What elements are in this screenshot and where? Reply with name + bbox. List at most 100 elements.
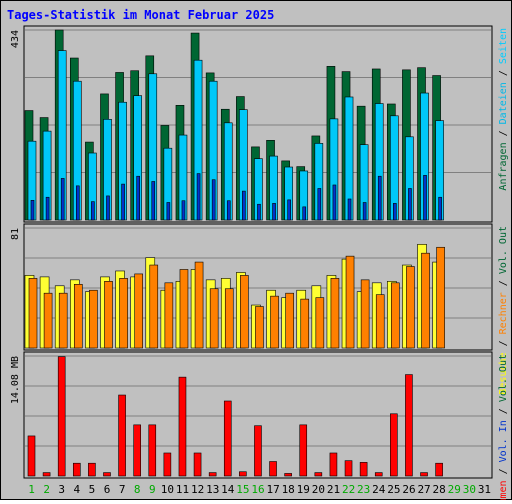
bottom-legend-label: Volumen / Vol. In / Vol. Out bbox=[498, 354, 509, 500]
bottom-bar-volumen-day-23 bbox=[359, 462, 368, 477]
bottom-bar-volumen-day-22 bbox=[344, 460, 353, 477]
middle-bar-rechner-day-18 bbox=[285, 292, 294, 349]
bottom-legend-part: / bbox=[498, 462, 509, 480]
day-label-30: 30 bbox=[463, 483, 476, 496]
bottom-bar-volumen-day-8 bbox=[133, 424, 141, 477]
day-label-5: 5 bbox=[89, 483, 96, 496]
day-label-24: 24 bbox=[372, 483, 386, 496]
bottom-bar-volumen-day-21 bbox=[329, 452, 338, 477]
bottom-legend-part: Vol. In bbox=[498, 420, 509, 462]
top-bar-seiten-day-15 bbox=[242, 190, 246, 221]
middle-bar-rechner-day-13 bbox=[209, 288, 219, 349]
middle-bar-rechner-day-14 bbox=[224, 288, 234, 349]
bottom-bar-volumen-day-1 bbox=[27, 435, 36, 477]
day-label-21: 21 bbox=[327, 483, 340, 496]
top-bar-seiten-day-28 bbox=[438, 196, 442, 221]
day-label-27: 27 bbox=[417, 483, 430, 496]
bottom-bar-volumen-day-5 bbox=[88, 462, 96, 477]
bottom-bar-volumen-day-26 bbox=[405, 374, 413, 477]
day-label-3: 3 bbox=[58, 483, 65, 496]
top-bar-seiten-day-22 bbox=[347, 198, 352, 221]
middle-bar-rechner-day-3 bbox=[58, 292, 68, 349]
bottom-bar-volumen-day-25 bbox=[390, 413, 398, 477]
top-bar-seiten-day-12 bbox=[196, 173, 201, 221]
middle-legend-part: Vol. Out bbox=[498, 226, 509, 274]
day-label-13: 13 bbox=[206, 483, 219, 496]
bottom-bar-volumen-day-16 bbox=[254, 425, 262, 477]
middle-bar-rechner-day-17 bbox=[270, 295, 279, 349]
top-bar-seiten-day-23 bbox=[362, 202, 367, 221]
bottom-ymax-label: 14.08 MB bbox=[10, 356, 21, 404]
day-label-10: 10 bbox=[161, 483, 174, 496]
top-legend-label: Anfragen / Dateien / Seiten bbox=[498, 28, 509, 191]
bottom-bar-volumen-day-4 bbox=[72, 462, 81, 477]
day-label-17: 17 bbox=[266, 483, 279, 496]
bottom-bar-volumen-day-18 bbox=[284, 473, 292, 477]
top-bar-seiten-day-4 bbox=[75, 185, 80, 221]
top-bar-seiten-day-3 bbox=[60, 178, 65, 221]
bottom-panel-frame bbox=[23, 351, 493, 479]
top-bar-seiten-day-9 bbox=[151, 181, 156, 221]
top-bar-seiten-day-2 bbox=[45, 196, 50, 221]
day-label-18: 18 bbox=[282, 483, 295, 496]
top-bar-seiten-day-10 bbox=[166, 202, 171, 221]
middle-bar-rechner-day-20 bbox=[315, 297, 325, 349]
bottom-bar-volumen-day-20 bbox=[314, 472, 323, 477]
day-label-20: 20 bbox=[312, 483, 325, 496]
bottom-bar-volumen-day-2 bbox=[42, 472, 51, 477]
bottom-bar-volumen-day-24 bbox=[374, 472, 383, 477]
bottom-bar-volumen-day-10 bbox=[163, 452, 172, 477]
top-bar-seiten-day-11 bbox=[181, 200, 186, 221]
day-label-19: 19 bbox=[297, 483, 310, 496]
day-label-11: 11 bbox=[176, 483, 189, 496]
bottom-bar-volumen-day-12 bbox=[193, 452, 202, 477]
bottom-bar-volumen-day-28 bbox=[435, 462, 443, 477]
top-bar-seiten-day-1 bbox=[30, 199, 35, 221]
day-label-8: 8 bbox=[134, 483, 141, 496]
middle-bar-rechner-day-7 bbox=[119, 278, 128, 349]
top-bar-seiten-day-21 bbox=[332, 184, 337, 221]
top-bar-seiten-day-24 bbox=[377, 175, 382, 221]
middle-bar-rechner-day-9 bbox=[149, 264, 159, 349]
bottom-bar-volumen-day-17 bbox=[269, 461, 277, 477]
top-legend-part: / bbox=[498, 124, 509, 142]
middle-bar-rechner-day-10 bbox=[164, 282, 174, 349]
day-label-2: 2 bbox=[43, 483, 50, 496]
bottom-bar-volumen-day-15 bbox=[239, 471, 247, 477]
day-label-23: 23 bbox=[357, 483, 370, 496]
middle-panel: 81 Besuche / Rechner / Vol. Out bbox=[10, 223, 509, 395]
top-bar-seiten-day-7 bbox=[121, 183, 125, 221]
bottom-bar-volumen-day-6 bbox=[103, 472, 111, 477]
bottom-bar-volumen-day-27 bbox=[420, 472, 428, 477]
middle-bar-rechner-day-23 bbox=[360, 279, 370, 349]
top-bar-seiten-day-27 bbox=[423, 175, 427, 221]
bottom-bar-volumen-day-3 bbox=[57, 356, 66, 477]
middle-legend-label: Besuche / Rechner / Vol. Out bbox=[498, 226, 509, 395]
chart-title: Tages-Statistik im Monat Februar 2025 bbox=[7, 8, 274, 22]
middle-bar-rechner-day-4 bbox=[73, 283, 83, 349]
middle-bar-rechner-day-27 bbox=[421, 252, 430, 349]
top-ymax-label: 434 bbox=[10, 30, 21, 48]
top-bar-seiten-day-14 bbox=[226, 200, 231, 221]
day-label-6: 6 bbox=[104, 483, 111, 496]
top-bar-seiten-day-18 bbox=[287, 199, 291, 221]
middle-bar-rechner-day-12 bbox=[194, 261, 204, 349]
middle-bar-rechner-day-28 bbox=[436, 246, 445, 349]
top-bar-seiten-day-6 bbox=[106, 195, 110, 221]
middle-bar-rechner-day-16 bbox=[255, 306, 264, 349]
top-legend-part: Dateien bbox=[498, 82, 509, 124]
top-bar-seiten-day-19 bbox=[302, 206, 307, 221]
middle-legend-part: Rechner bbox=[498, 292, 509, 334]
top-panel: 434 Anfragen / Dateien / Seiten bbox=[10, 25, 509, 223]
middle-bar-rechner-day-6 bbox=[104, 281, 113, 349]
middle-bar-rechner-day-2 bbox=[43, 292, 53, 349]
day-label-25: 25 bbox=[387, 483, 400, 496]
middle-legend-part: Besuche bbox=[498, 352, 509, 394]
bottom-legend-part: Vol. Out bbox=[498, 354, 509, 402]
middle-bar-rechner-day-22 bbox=[345, 255, 355, 349]
middle-bar-rechner-day-1 bbox=[28, 278, 38, 349]
bottom-legend-part: / bbox=[498, 402, 509, 420]
middle-bar-rechner-day-8 bbox=[134, 273, 143, 349]
day-label-16: 16 bbox=[251, 483, 264, 496]
